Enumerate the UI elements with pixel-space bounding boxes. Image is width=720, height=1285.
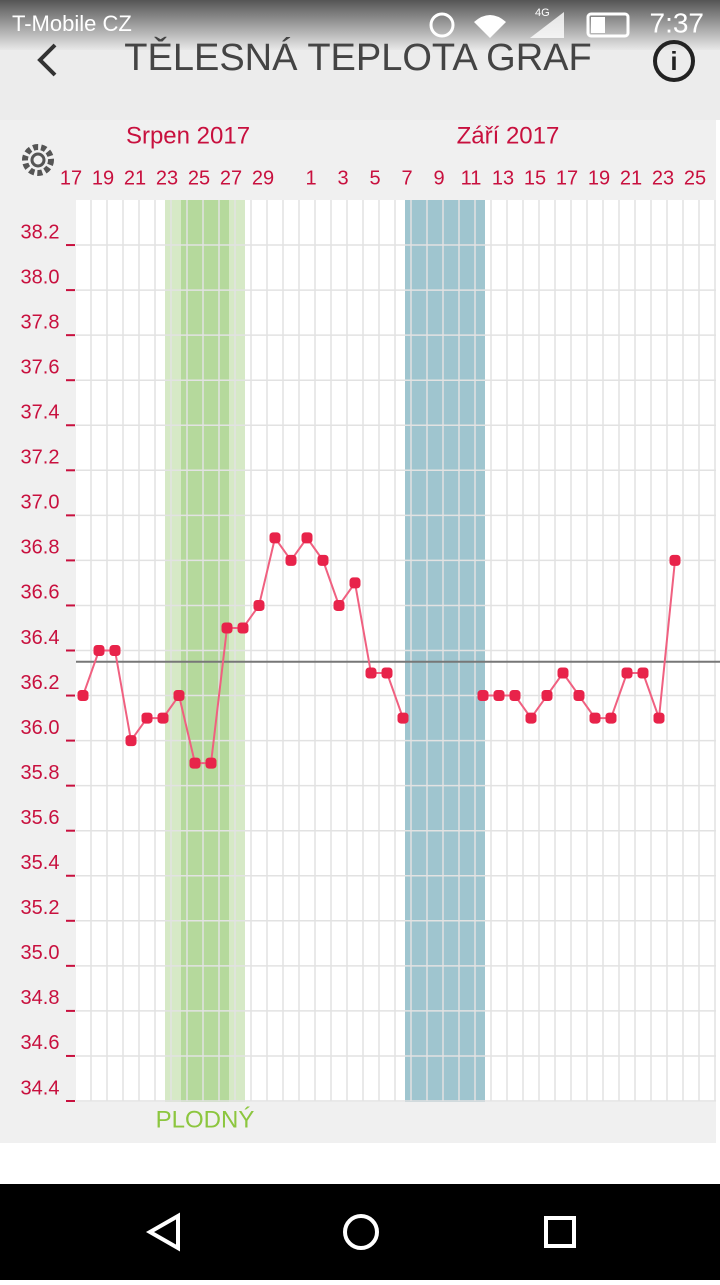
battery-icon bbox=[586, 12, 630, 38]
y-tick-label: 34.8 bbox=[21, 987, 60, 1009]
temperature-point bbox=[493, 690, 505, 702]
y-tick-label: 36.8 bbox=[21, 537, 60, 559]
temperature-point bbox=[621, 667, 633, 679]
temperature-point bbox=[365, 667, 377, 679]
temperature-point bbox=[381, 667, 393, 679]
x-tick-label: 13 bbox=[492, 167, 514, 189]
month-label: Září 2017 bbox=[457, 122, 560, 149]
y-tick-label: 37.8 bbox=[21, 311, 60, 333]
page-title: TĚLESNÁ TEPLOTA GRAF bbox=[124, 36, 591, 79]
y-tick-label: 36.2 bbox=[21, 672, 60, 694]
temperature-point bbox=[573, 690, 585, 702]
month-label: Srpen 2017 bbox=[126, 122, 250, 149]
temperature-point bbox=[349, 577, 361, 589]
clock: 7:37 bbox=[650, 7, 705, 38]
temperature-point bbox=[173, 690, 185, 702]
temperature-point bbox=[669, 554, 681, 566]
x-tick-label: 21 bbox=[124, 167, 146, 189]
y-tick-label: 37.2 bbox=[21, 447, 60, 469]
temperature-point bbox=[253, 599, 265, 611]
temperature-point bbox=[589, 712, 601, 724]
x-tick-label: 21 bbox=[620, 167, 642, 189]
network: 4G bbox=[535, 7, 550, 19]
y-tick-label: 35.0 bbox=[21, 942, 60, 964]
settings-button[interactable] bbox=[22, 144, 54, 176]
y-tick-label: 35.6 bbox=[21, 807, 60, 829]
nav-recents[interactable] bbox=[544, 1216, 576, 1248]
temperature-point bbox=[125, 735, 137, 747]
alarm-icon bbox=[429, 12, 455, 38]
temperature-point bbox=[141, 712, 153, 724]
temperature-point bbox=[285, 554, 297, 566]
info-glyph: i bbox=[670, 46, 677, 76]
temperature-point bbox=[397, 712, 409, 724]
y-tick-label: 38.2 bbox=[21, 221, 60, 243]
x-tick-label: 19 bbox=[92, 167, 114, 189]
temperature-point bbox=[205, 757, 217, 769]
y-tick-label: 34.6 bbox=[21, 1032, 60, 1054]
x-tick-label: 11 bbox=[461, 167, 482, 189]
y-tick-label: 36.4 bbox=[21, 627, 60, 649]
temperature-point bbox=[541, 690, 553, 702]
x-tick-label: 1 bbox=[305, 167, 316, 189]
temperature-point bbox=[317, 554, 329, 566]
x-tick-label: 25 bbox=[684, 167, 706, 189]
temperature-point bbox=[93, 645, 105, 656]
temperature-point bbox=[189, 757, 201, 769]
y-tick-label: 36.6 bbox=[21, 582, 60, 604]
wifi-icon bbox=[474, 15, 506, 38]
info-button[interactable] bbox=[653, 40, 695, 82]
y-tick-label: 35.8 bbox=[21, 762, 60, 784]
temperature-point bbox=[557, 667, 569, 679]
x-tick-label: 25 bbox=[188, 167, 210, 189]
y-tick-label: 36.0 bbox=[21, 717, 60, 739]
x-tick-label: 29 bbox=[252, 167, 274, 189]
temperature-point bbox=[301, 532, 313, 544]
x-tick-label: 3 bbox=[337, 167, 348, 189]
temperature-point bbox=[637, 667, 649, 679]
temperature-point bbox=[237, 622, 249, 634]
y-tick-label: 37.6 bbox=[21, 356, 60, 378]
settings-center bbox=[30, 152, 46, 168]
back-button[interactable] bbox=[37, 43, 57, 77]
carrier: T-Mobile CZ bbox=[12, 11, 132, 36]
x-tick-label: 17 bbox=[556, 167, 578, 189]
x-tick-label: 27 bbox=[220, 167, 242, 189]
x-tick-label: 9 bbox=[433, 167, 444, 189]
y-tick-label: 38.0 bbox=[21, 266, 60, 288]
x-tick-label: 17 bbox=[60, 167, 82, 189]
temperature-point bbox=[77, 690, 89, 702]
temperature-point bbox=[525, 712, 537, 724]
signal-icon bbox=[530, 12, 564, 38]
temperature-point bbox=[221, 622, 233, 634]
temperature-point bbox=[109, 645, 121, 656]
nav-home[interactable] bbox=[343, 1214, 379, 1250]
x-tick-label: 23 bbox=[156, 167, 178, 189]
band-label: PLODNÝ bbox=[156, 1106, 255, 1133]
x-tick-label: 19 bbox=[588, 167, 610, 189]
temperature-point bbox=[333, 599, 345, 611]
temperature-point bbox=[157, 712, 169, 724]
temperature-point bbox=[605, 712, 617, 724]
y-tick-label: 35.2 bbox=[21, 897, 60, 919]
temperature-point bbox=[509, 690, 521, 702]
y-tick-label: 35.4 bbox=[21, 852, 60, 874]
x-tick-label: 15 bbox=[524, 167, 546, 189]
temperature-point bbox=[269, 532, 281, 544]
nav-back[interactable] bbox=[145, 1212, 180, 1252]
y-tick-label: 37.0 bbox=[21, 492, 60, 514]
temperature-point bbox=[477, 690, 489, 702]
chart: PLODNÝ 34.4 34.6 34.8 35.0 35.2 35.4 35.6 35.8 36… bbox=[21, 167, 720, 1133]
x-tick-label: 23 bbox=[652, 167, 674, 189]
y-tick-label: 37.4 bbox=[21, 402, 60, 424]
y-tick-label: 34.4 bbox=[21, 1077, 60, 1099]
x-tick-label: 7 bbox=[401, 167, 412, 189]
temperature-point bbox=[653, 712, 665, 724]
nav-bar bbox=[0, 1184, 720, 1280]
battery-level bbox=[591, 17, 605, 33]
x-tick-label: 5 bbox=[369, 167, 380, 189]
